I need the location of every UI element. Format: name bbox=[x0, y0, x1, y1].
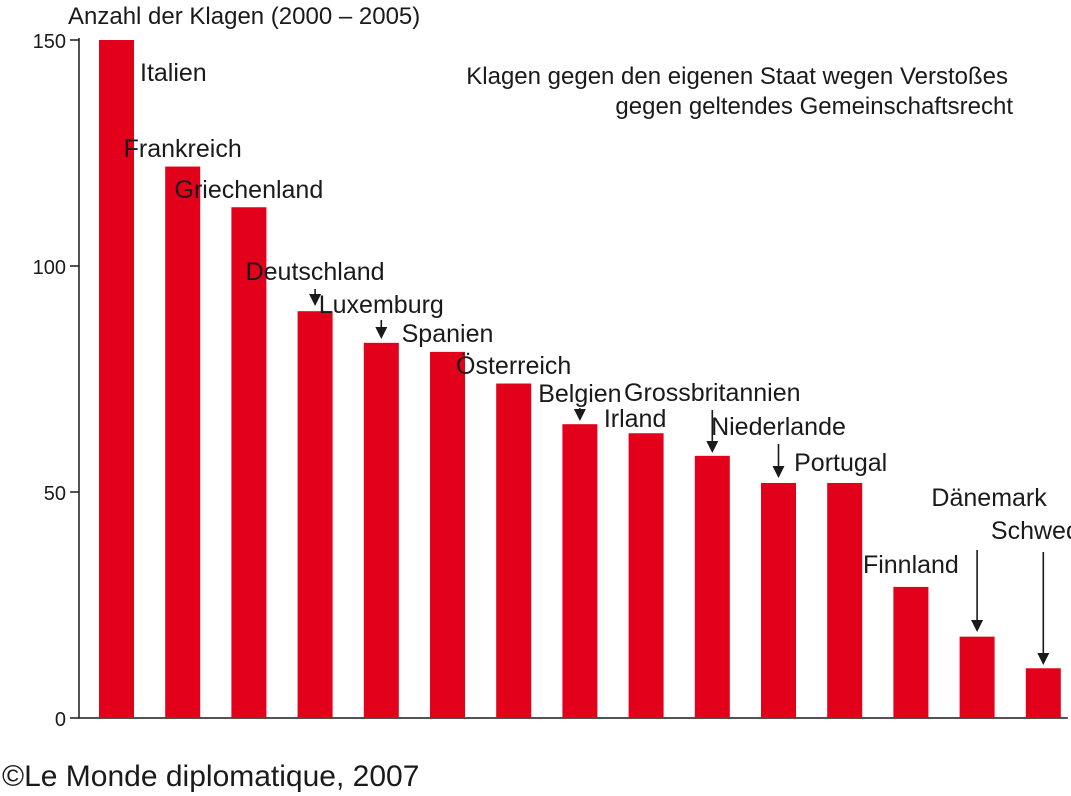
category-label-niederlande: Niederlande bbox=[711, 413, 846, 441]
arrow-head-belgien bbox=[573, 409, 586, 421]
bar-osterreich bbox=[496, 383, 532, 718]
y-tick-label-150: 150 bbox=[33, 31, 66, 53]
category-label-portugal: Portugal bbox=[794, 449, 887, 477]
category-labels: Italien Frankreich Griechenland Deutschland… bbox=[124, 59, 1071, 579]
category-label-griechenland: Griechenland bbox=[175, 176, 324, 204]
category-label-frankreich: Frankreich bbox=[124, 135, 242, 163]
bar-schweden bbox=[1025, 668, 1061, 718]
category-label-schweden: Schweden bbox=[991, 517, 1071, 545]
category-label-irland: Irland bbox=[604, 405, 667, 433]
arrow-head-luxemburg bbox=[375, 327, 388, 339]
category-label-spanien: Spanien bbox=[402, 320, 494, 348]
bar-deutschland bbox=[297, 311, 333, 718]
copyright-credit: ©Le Monde diplomatique, 2007 bbox=[2, 760, 419, 793]
bar-finnland bbox=[893, 586, 929, 718]
y-tick-label-50: 50 bbox=[44, 483, 66, 505]
bar-griechenland bbox=[231, 207, 267, 719]
bar-niederlande bbox=[761, 482, 796, 718]
bar-italien bbox=[99, 40, 134, 718]
label-arrows bbox=[309, 289, 1050, 665]
bar-spanien bbox=[430, 351, 465, 718]
y-tick-label-0: 0 bbox=[55, 709, 66, 731]
arrow-head-grossbritannien bbox=[706, 441, 719, 453]
category-label-luxemburg: Luxemburg bbox=[319, 291, 444, 319]
bar-series bbox=[99, 40, 1061, 719]
bar-frankreich bbox=[165, 166, 201, 718]
category-label-finnland: Finnland bbox=[863, 551, 959, 579]
chart-annotation-line-1: Klagen gegen den eigenen Staat wegen Ver… bbox=[466, 63, 1008, 90]
bar-grossbritannien bbox=[694, 455, 730, 718]
arrow-head-deutschland bbox=[309, 294, 322, 306]
chart-annotation-line-2: gegen geltendes Gemeinschaftsrecht bbox=[615, 93, 1013, 120]
category-label-italien: Italien bbox=[140, 59, 207, 87]
arrow-head-schweden bbox=[1037, 653, 1050, 665]
category-label-belgien: Belgien bbox=[538, 380, 621, 408]
bar-belgien bbox=[562, 424, 598, 718]
category-label-danemark: Dänemark bbox=[931, 484, 1047, 512]
y-tick-label-100: 100 bbox=[33, 257, 66, 279]
category-label-grossbritannien: Grossbritannien bbox=[624, 379, 800, 407]
bar-luxemburg bbox=[363, 342, 399, 718]
bar-irland bbox=[628, 433, 664, 718]
bar-portugal bbox=[827, 482, 863, 718]
arrow-head-niederlande bbox=[772, 466, 785, 478]
bar-danemark bbox=[959, 636, 995, 718]
category-label-deutschland: Deutschland bbox=[246, 258, 385, 286]
arrow-head-danemark bbox=[971, 620, 984, 632]
category-label-osterreich: Österreich bbox=[456, 352, 571, 380]
chart-title: Anzahl der Klagen (2000 – 2005) bbox=[68, 3, 420, 30]
